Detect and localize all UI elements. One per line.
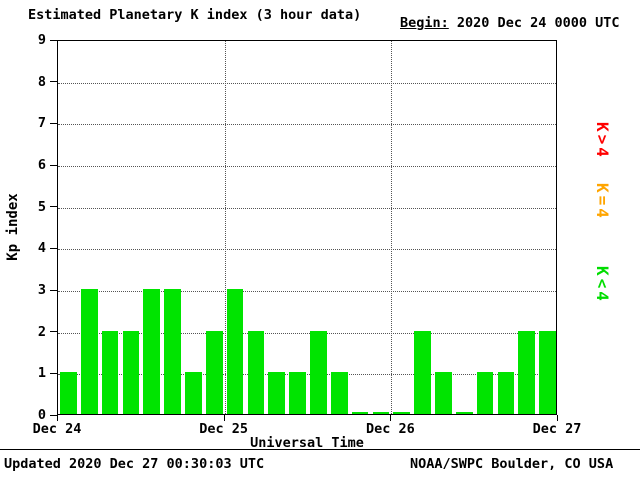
kp-bar bbox=[351, 412, 369, 414]
y-tick-label: 7 bbox=[37, 115, 46, 132]
x-tick-label: Dec 26 bbox=[365, 421, 415, 437]
gridline-h bbox=[58, 291, 556, 292]
chart-title: Estimated Planetary K index (3 hour data… bbox=[28, 7, 362, 23]
x-tick bbox=[57, 415, 58, 421]
kp-bar bbox=[289, 372, 306, 414]
kp-bar bbox=[310, 330, 327, 414]
kp-bar bbox=[101, 330, 119, 414]
kp-bar bbox=[205, 330, 223, 414]
gridline-h bbox=[58, 374, 556, 376]
kp-bar bbox=[143, 289, 161, 414]
kp-bar bbox=[330, 372, 348, 414]
legend-item: K>4 bbox=[593, 122, 612, 160]
kp-bar bbox=[497, 372, 515, 414]
y-tick-label: 8 bbox=[37, 73, 46, 90]
kp-bar bbox=[518, 330, 536, 414]
kp-bar bbox=[393, 412, 411, 414]
gridline-h bbox=[58, 207, 556, 209]
y-tick-label: 3 bbox=[37, 282, 46, 298]
x-tick bbox=[390, 415, 392, 421]
x-tick-label: Dec 27 bbox=[532, 421, 582, 437]
kp-bar bbox=[60, 372, 77, 414]
kp-bar bbox=[414, 330, 431, 414]
plot-area bbox=[57, 40, 557, 415]
gridline-h bbox=[58, 249, 556, 251]
kp-bar bbox=[539, 330, 556, 414]
begin-label: Begin: bbox=[400, 15, 449, 31]
y-tick-label: 1 bbox=[37, 365, 46, 382]
y-tick bbox=[50, 289, 57, 291]
kp-bar bbox=[80, 289, 98, 414]
y-tick bbox=[50, 372, 57, 374]
y-tick-label: 6 bbox=[37, 157, 46, 173]
y-tick bbox=[50, 164, 57, 166]
legend-item: K<4 bbox=[593, 266, 612, 304]
x-tick bbox=[223, 415, 225, 421]
x-tick bbox=[557, 415, 558, 421]
footer-divider bbox=[0, 449, 640, 450]
y-tick bbox=[50, 81, 57, 83]
kp-bar bbox=[226, 289, 244, 414]
gridline-h bbox=[58, 332, 556, 334]
updated-timestamp: Updated 2020 Dec 27 00:30:03 UTC bbox=[4, 456, 265, 472]
x-tick-label: Dec 25 bbox=[199, 421, 249, 437]
source-credit: NOAA/SWPC Boulder, CO USA bbox=[410, 456, 614, 472]
y-tick bbox=[50, 122, 57, 124]
y-tick bbox=[50, 39, 57, 41]
x-axis-label: Universal Time bbox=[250, 435, 364, 451]
gridline-h bbox=[58, 82, 556, 84]
y-tick-label: 4 bbox=[37, 240, 46, 257]
kp-bar bbox=[122, 330, 140, 414]
y-axis-label: Kp index bbox=[5, 193, 21, 261]
gridline-h bbox=[58, 166, 556, 167]
y-tick-label: 0 bbox=[37, 407, 46, 423]
gridline-v bbox=[224, 41, 226, 414]
x-tick-label: Dec 24 bbox=[32, 421, 82, 437]
kp-bar bbox=[247, 330, 265, 414]
y-tick bbox=[50, 414, 57, 416]
y-tick bbox=[50, 206, 57, 208]
y-tick-label: 9 bbox=[37, 32, 46, 48]
y-tick-label: 5 bbox=[37, 198, 46, 215]
y-tick-label: 2 bbox=[37, 323, 46, 340]
gridline-h bbox=[58, 124, 556, 126]
kp-bar bbox=[372, 412, 390, 414]
kp-bar bbox=[268, 372, 286, 414]
begin-value: 2020 Dec 24 0000 UTC bbox=[456, 15, 620, 31]
y-tick bbox=[50, 247, 57, 249]
legend-item: K=4 bbox=[593, 183, 612, 221]
gridline-v bbox=[391, 41, 393, 414]
kp-bar bbox=[185, 372, 202, 414]
kp-bar bbox=[476, 372, 494, 414]
kp-bar bbox=[455, 412, 473, 414]
begin-info: Begin: 2020 Dec 24 0000 UTC bbox=[400, 15, 619, 31]
y-tick bbox=[50, 331, 57, 333]
kp-bar bbox=[164, 289, 181, 414]
kp-bar bbox=[435, 372, 452, 414]
